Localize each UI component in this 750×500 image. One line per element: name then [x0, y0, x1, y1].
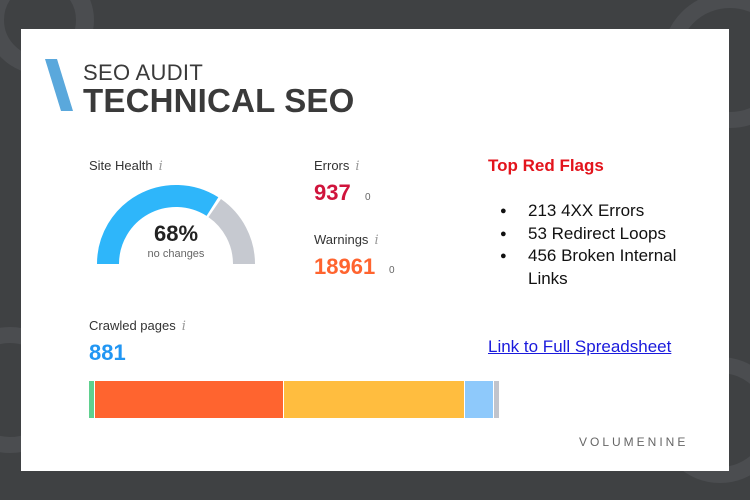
brand-logo: VOLUMENINE: [579, 435, 689, 449]
site-health-percent: 68%: [153, 221, 199, 246]
gauge-fill: [97, 185, 219, 265]
crawled-pages-bar: [89, 381, 502, 418]
info-icon[interactable]: i: [374, 233, 379, 248]
errors-count: 937: [314, 180, 351, 205]
site-health-change: no changes: [147, 248, 205, 260]
red-flags-list: 213 4XX Errors 53 Redirect Loops 456 Bro…: [488, 200, 718, 290]
errors-label-text: Errors: [314, 158, 350, 173]
warnings-label: Warnings i: [314, 232, 379, 248]
crawled-pages-label: Crawled pages i: [89, 318, 186, 334]
warnings-count: 18961: [314, 254, 376, 279]
full-spreadsheet-link[interactable]: Link to Full Spreadsheet: [488, 337, 672, 356]
list-item: 53 Redirect Loops: [488, 223, 718, 246]
info-icon[interactable]: i: [181, 319, 186, 334]
red-flags-title: Top Red Flags: [488, 156, 604, 175]
crawled-pages-count: 881: [89, 340, 126, 365]
crawl-segment-0: [89, 381, 95, 418]
crawl-segment-2: [283, 381, 465, 418]
crawl-segment-3: [464, 381, 493, 418]
site-health-label: Site Health i: [89, 158, 163, 174]
site-health-gauge: [97, 185, 255, 265]
site-health-label-text: Site Health: [89, 158, 153, 173]
errors-change: 0: [365, 192, 371, 203]
page-title: TECHNICAL SEO: [83, 82, 355, 119]
crawl-segment-1: [94, 381, 284, 418]
info-icon[interactable]: i: [158, 159, 163, 174]
seo-audit-card: SEO AUDIT TECHNICAL SEO Site Health i 68%…: [21, 29, 729, 471]
list-item: 213 4XX Errors: [488, 200, 718, 223]
errors-label: Errors i: [314, 158, 360, 174]
list-item: 456 Broken Internal Links: [488, 245, 718, 290]
warnings-label-text: Warnings: [314, 232, 369, 247]
crawled-pages-label-text: Crawled pages: [89, 318, 176, 333]
info-icon[interactable]: i: [355, 159, 360, 174]
page-subtitle: SEO AUDIT: [83, 60, 204, 85]
crawl-segment-4: [492, 381, 499, 418]
gauge-track: [208, 199, 255, 265]
warnings-change: 0: [389, 265, 395, 276]
accent-bar-icon: [45, 59, 73, 111]
